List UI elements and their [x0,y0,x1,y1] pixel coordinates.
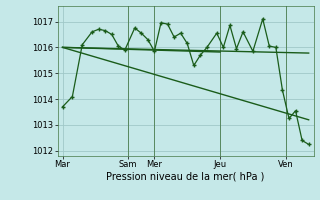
X-axis label: Pression niveau de la mer( hPa ): Pression niveau de la mer( hPa ) [107,172,265,182]
